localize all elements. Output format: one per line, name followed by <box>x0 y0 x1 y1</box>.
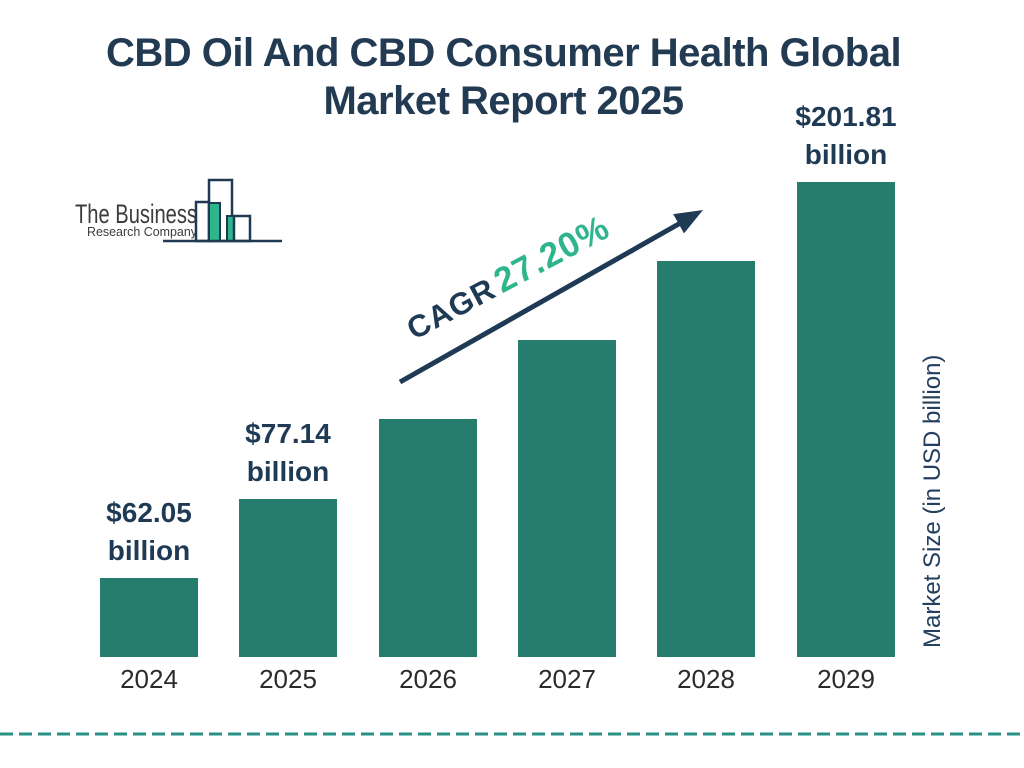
company-logo: The Business Research Company <box>75 178 282 243</box>
value-label-line: $77.14 <box>245 418 331 449</box>
value-label-line: billion <box>107 535 191 566</box>
year-label-2026: 2026 <box>399 664 457 694</box>
bar-2024 <box>100 578 198 657</box>
bar-2029 <box>797 182 895 657</box>
bar-2025 <box>239 499 337 657</box>
value-label-line: $201.81 <box>795 101 897 132</box>
title-line-1: CBD Oil And CBD Consumer Health Global <box>105 31 902 75</box>
value-label-2029: $201.81 billion <box>767 98 925 174</box>
year-label-2025: 2025 <box>259 664 317 694</box>
year-label-2028: 2028 <box>677 664 735 694</box>
value-label-line: billion <box>246 456 330 487</box>
value-label-line: $62.05 <box>106 497 192 528</box>
logo-text-secondary: Research Company <box>87 224 197 239</box>
value-label-line: billion <box>804 139 888 170</box>
logo-barchart-icon <box>163 178 282 243</box>
logo-text-primary: The Business <box>75 199 197 229</box>
year-label-2024: 2024 <box>120 664 178 694</box>
trend-arrow-icon <box>398 210 703 385</box>
bar-2027 <box>518 340 616 657</box>
year-label-2027: 2027 <box>538 664 596 694</box>
bar-2026 <box>379 419 477 657</box>
bar-2028 <box>657 261 755 657</box>
value-label-2024: $62.05 billion <box>70 494 228 570</box>
page-title: CBD Oil And CBD Consumer Health Global M… <box>0 29 1007 125</box>
title-line-2: Market Report 2025 <box>323 79 684 123</box>
year-label-2029: 2029 <box>817 664 875 694</box>
value-label-2025: $77.14 billion <box>209 415 367 491</box>
